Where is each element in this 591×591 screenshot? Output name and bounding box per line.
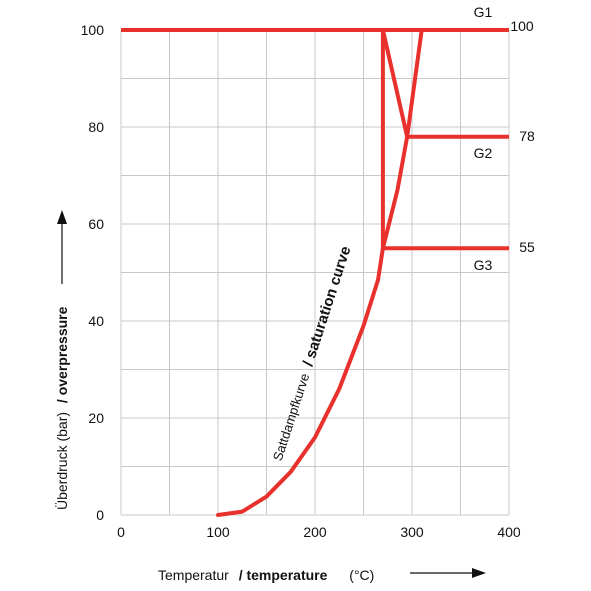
x-axis-unit: (°C) bbox=[349, 567, 374, 583]
x-tick-label: 300 bbox=[400, 524, 424, 540]
x-tick-label: 100 bbox=[206, 524, 230, 540]
line-labels: G1 100 G2 78 G3 55 bbox=[474, 4, 535, 273]
x-axis-arrow bbox=[410, 568, 486, 578]
y-axis-label: Überdruck (bar) / overpressure bbox=[53, 306, 70, 510]
y-axis-label-de: Überdruck (bar) bbox=[53, 412, 70, 510]
line-diag bbox=[380, 29, 410, 138]
x-axis-label-de: Temperatur bbox=[158, 567, 229, 583]
y-tick-label: 20 bbox=[88, 410, 104, 426]
line-value-g1: 100 bbox=[510, 18, 534, 34]
y-axis-label-group: Überdruck (bar) / overpressure bbox=[53, 306, 70, 510]
tick-labels: 0 100 200 300 400 0 20 40 60 80 100 bbox=[81, 22, 521, 540]
grid bbox=[120, 29, 510, 516]
x-axis-label-en: / temperature bbox=[239, 567, 328, 583]
x-tick-label: 0 bbox=[117, 524, 125, 540]
x-tick-label: 400 bbox=[497, 524, 521, 540]
y-axis-arrow bbox=[57, 210, 67, 284]
line-label-g2: G2 bbox=[474, 145, 493, 161]
data-lines bbox=[121, 28, 509, 517]
saturation-curve-line bbox=[216, 28, 424, 517]
line-value-g2: 78 bbox=[519, 128, 535, 144]
y-axis-label-en: / overpressure bbox=[54, 306, 70, 403]
line-value-g3: 55 bbox=[519, 239, 535, 255]
y-tick-label: 80 bbox=[88, 119, 104, 135]
line-label-g3: G3 bbox=[474, 257, 493, 273]
y-tick-label: 40 bbox=[88, 313, 104, 329]
line-label-g1: G1 bbox=[474, 4, 493, 20]
y-tick-label: 60 bbox=[88, 216, 104, 232]
y-tick-label: 0 bbox=[96, 507, 104, 523]
x-axis-label: Temperatur / temperature (°C) bbox=[158, 567, 374, 583]
x-tick-label: 200 bbox=[303, 524, 327, 540]
y-tick-label: 100 bbox=[81, 22, 105, 38]
